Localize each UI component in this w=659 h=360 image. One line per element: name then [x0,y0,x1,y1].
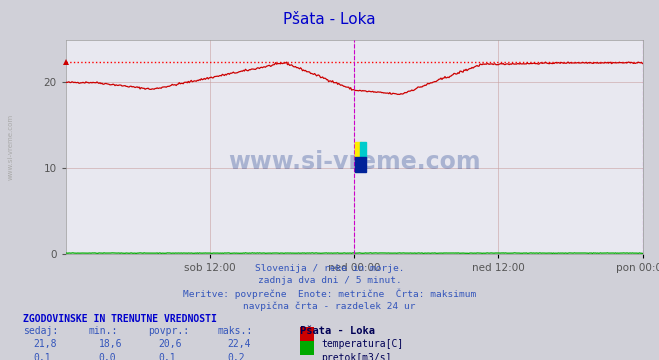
Text: 0,2: 0,2 [227,353,245,360]
Text: zadnja dva dni / 5 minut.: zadnja dva dni / 5 minut. [258,276,401,285]
Text: min.:: min.: [89,326,119,336]
Text: Slovenija / reke in morje.: Slovenija / reke in morje. [255,264,404,273]
Text: Pšata - Loka: Pšata - Loka [283,12,376,27]
Text: temperatura[C]: temperatura[C] [321,339,403,349]
Text: 0,0: 0,0 [99,353,117,360]
Text: povpr.:: povpr.: [148,326,189,336]
Bar [355,143,361,159]
Text: 0,1: 0,1 [33,353,51,360]
Bar [355,157,366,172]
Text: 21,8: 21,8 [33,339,57,349]
Text: pretok[m3/s]: pretok[m3/s] [321,353,391,360]
Text: sedaj:: sedaj: [23,326,58,336]
Text: www.si-vreme.com: www.si-vreme.com [228,150,480,174]
Text: 18,6: 18,6 [99,339,123,349]
Text: 22,4: 22,4 [227,339,251,349]
Text: www.si-vreme.com: www.si-vreme.com [8,114,14,180]
Bar [360,143,366,159]
Text: ZGODOVINSKE IN TRENUTNE VREDNOSTI: ZGODOVINSKE IN TRENUTNE VREDNOSTI [23,314,217,324]
Text: 20,6: 20,6 [158,339,182,349]
Text: navpična črta - razdelek 24 ur: navpična črta - razdelek 24 ur [243,301,416,311]
Text: Meritve: povprečne  Enote: metrične  Črta: maksimum: Meritve: povprečne Enote: metrične Črta:… [183,289,476,299]
Text: Pšata - Loka: Pšata - Loka [300,326,375,336]
Text: 0,1: 0,1 [158,353,176,360]
Text: maks.:: maks.: [217,326,252,336]
